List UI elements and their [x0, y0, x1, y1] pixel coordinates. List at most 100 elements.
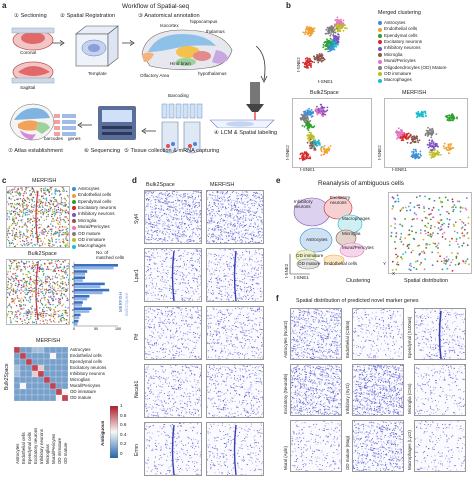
spatial-cell: [53, 309, 55, 311]
tsne-point: [327, 50, 330, 53]
expression-dot: [168, 233, 170, 235]
expression-dot: [240, 194, 242, 197]
colorbar-tick-label: 0.2: [120, 441, 127, 447]
expression-dot: [199, 265, 201, 268]
spatial-cell: [60, 193, 62, 195]
spatial-cell: [64, 205, 67, 207]
spatial-cell: [29, 190, 31, 192]
expression-dot: [255, 192, 257, 195]
spatial-cell: [31, 187, 33, 189]
spatial-cell: [23, 281, 26, 284]
expression-dot: [254, 251, 257, 253]
legend-swatch: [72, 206, 76, 211]
expression-dot: [191, 234, 194, 236]
spatial-cell: [7, 284, 9, 286]
spatial-cell: [10, 242, 12, 245]
spatial-cell: [45, 288, 48, 290]
tsne-point: [410, 141, 413, 144]
expression-dot: [193, 220, 195, 222]
spatial-cell: [42, 231, 44, 233]
spatial-cell: [54, 205, 56, 208]
expression-dot: [260, 220, 262, 222]
expression-dot: [183, 299, 185, 301]
expression-dot: [193, 191, 195, 192]
spatial-cell: [29, 272, 31, 274]
spatial-cell: [31, 313, 33, 315]
legend-label: Excitatory neurons: [78, 204, 117, 210]
expression-dot: [177, 238, 179, 240]
spatial-cell: [51, 215, 53, 218]
expression-dot: [261, 195, 263, 197]
spatial-cell: [8, 311, 10, 313]
tsne-point: [320, 103, 323, 106]
expression-dot: [239, 218, 241, 220]
expression-dot: [231, 207, 233, 209]
spatial-cell: [44, 280, 47, 283]
spatial-cell: [45, 306, 48, 308]
spatial-cell: [60, 314, 63, 316]
heatmap-ylabel: Bulk2Space: [4, 363, 10, 390]
spatial-cell: [55, 241, 57, 244]
expression-dot: [186, 274, 188, 277]
spatial-cell: [61, 187, 64, 189]
spatial-cell: [19, 308, 22, 310]
expression-dot: [195, 213, 197, 215]
spatial-cell: [7, 288, 9, 291]
expression-dot: [231, 232, 233, 234]
spatial-cell: [7, 233, 8, 235]
tsne-point: [306, 65, 308, 68]
spatial-cell: [31, 322, 34, 324]
spatial-cell: [16, 317, 18, 319]
expression-dot: [254, 266, 256, 268]
expression-dot: [259, 216, 261, 218]
spatial-cell: [17, 309, 19, 312]
expression-dot: [178, 271, 180, 273]
spatial-cell: [67, 307, 69, 309]
expression-dot: [157, 267, 159, 269]
spatial-cell: [43, 263, 46, 266]
spatial-cell: [45, 218, 48, 221]
heatmap-cell: [19, 388, 27, 396]
expression-dot: [241, 273, 243, 275]
spatial-cell: [56, 203, 58, 205]
expression-dot: [197, 226, 199, 228]
spatial-cell: [33, 226, 36, 229]
workflow-title: Workflow of Spatial-seq: [122, 3, 190, 10]
expression-dot: [191, 208, 193, 210]
tsne-point: [333, 48, 336, 51]
expression-dot: [186, 228, 188, 231]
expression-dot: [157, 215, 159, 217]
expression-dot: [218, 237, 220, 239]
expression-dot: [260, 219, 262, 221]
spatial-cell: [48, 194, 51, 197]
expression-dot: [179, 210, 181, 212]
expression-dot: [247, 264, 249, 266]
expression-dot: [192, 243, 193, 244]
expression-dot: [257, 288, 259, 290]
bar-bulk2space: [74, 285, 101, 288]
spatial-cell: [12, 298, 14, 300]
heatmap-cell: [37, 358, 45, 366]
expression-dot: [191, 211, 193, 213]
expression-dot: [160, 209, 162, 211]
expression-dot: [211, 222, 213, 224]
expression-dot: [146, 290, 148, 292]
expression-dot: [181, 228, 183, 230]
expression-dot: [243, 236, 245, 238]
spatial-cell: [17, 284, 19, 286]
spatial-cell: [53, 296, 55, 298]
expression-dot: [145, 237, 147, 239]
expression-dot: [222, 220, 224, 222]
spatial-cell: [29, 296, 32, 298]
expression-dot: [246, 201, 248, 203]
expression-dot: [151, 300, 153, 301]
expression-dot: [214, 221, 216, 223]
merfish-tsne-xlabel: t-SNE1: [392, 167, 407, 172]
expression-dot: [190, 259, 192, 262]
spatial-cell: [44, 208, 46, 210]
spatial-cell: [9, 266, 11, 268]
spatial-cell: [59, 290, 62, 292]
expression-dot: [228, 203, 230, 205]
tsne-point: [311, 115, 314, 117]
expression-dot: [251, 243, 252, 244]
